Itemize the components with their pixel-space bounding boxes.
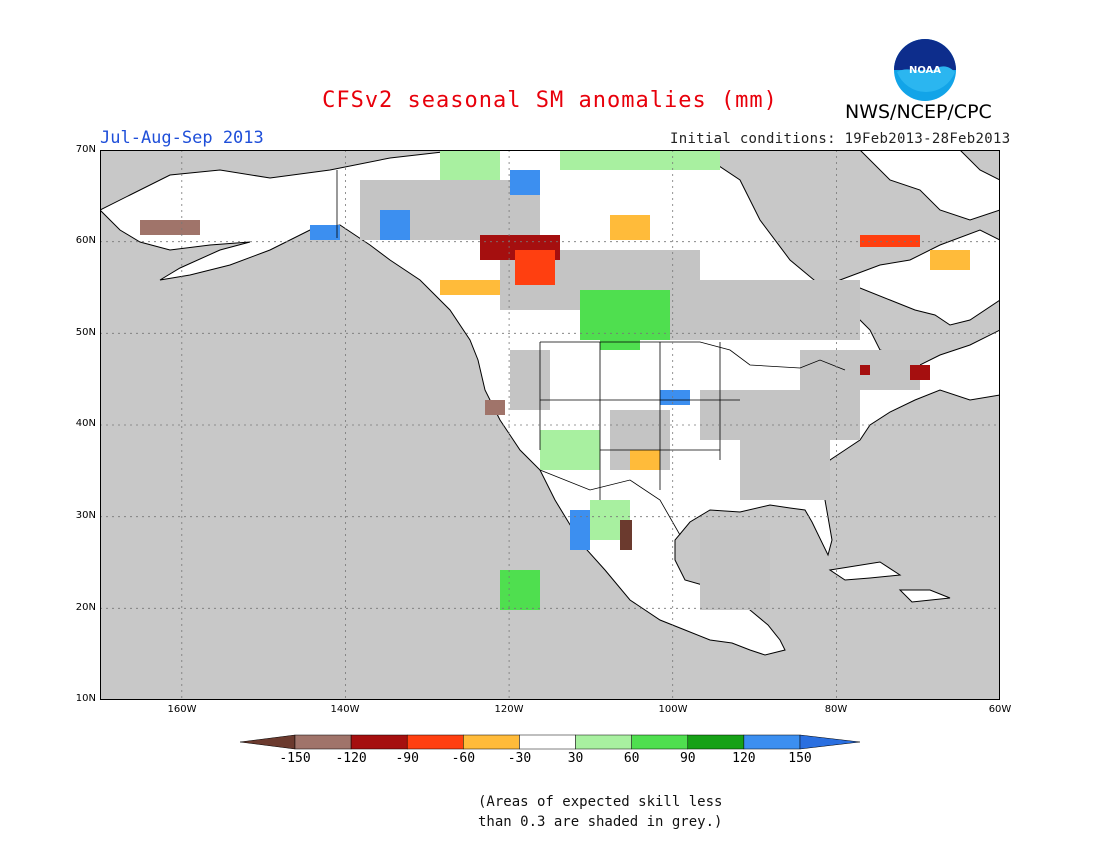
colorbar-tick-label: 150	[788, 751, 812, 766]
graticule	[100, 150, 1000, 700]
colorbar-segment	[463, 734, 520, 750]
lon-label: 160W	[167, 704, 197, 715]
colorbar-tick-label: 30	[567, 751, 584, 766]
lat-label: 10N	[75, 693, 96, 704]
initial-conditions: Initial conditions: 19Feb2013-28Feb2013	[670, 131, 1011, 147]
lon-label: 100W	[658, 704, 688, 715]
noaa-logo-icon: NOAA	[894, 39, 956, 101]
colorbar-segment	[406, 734, 464, 750]
colorbar-segment	[743, 734, 801, 750]
skill-note-line-2: than 0.3 are shaded in grey.)	[478, 814, 723, 830]
lat-label: 20N	[75, 602, 96, 613]
lat-label: 50N	[75, 327, 96, 338]
colorbar-segment	[687, 734, 745, 750]
colorbar-tick-label: -90	[395, 751, 419, 766]
colorbar-segment	[350, 734, 408, 750]
boundaries	[336, 170, 846, 536]
colorbar-tick-label: -150	[279, 751, 311, 766]
lat-label: 70N	[75, 144, 96, 155]
colorbar-segment	[294, 734, 352, 750]
colorbar-tick-label: 90	[679, 751, 696, 766]
colorbar-segment	[519, 734, 576, 750]
colorbar-segment	[575, 734, 632, 750]
lat-label: 40N	[75, 418, 96, 429]
lat-label: 30N	[75, 510, 96, 521]
colorbar-segment	[631, 734, 689, 750]
forecast-period: Jul-Aug-Sep 2013	[100, 128, 264, 148]
skill-note: (Areas of expected skill less than 0.3 a…	[478, 792, 722, 832]
colorbar-tick-label: 120	[732, 751, 756, 766]
soil-moisture-anomaly-map	[100, 150, 1000, 700]
lon-label: 120W	[494, 704, 524, 715]
colorbar-tick-label: -120	[335, 751, 367, 766]
skill-note-line-1: (Areas of expected skill less	[478, 794, 723, 810]
anomaly-cells	[140, 150, 970, 610]
lon-label: 140W	[330, 704, 360, 715]
colorbar-tick-label: 60	[623, 751, 640, 766]
lon-label: 60W	[988, 704, 1012, 715]
lon-label: 80W	[824, 704, 848, 715]
colorbar-tick-label: -30	[507, 751, 532, 766]
lat-label: 60N	[75, 235, 96, 246]
agency-label: NWS/NCEP/CPC	[845, 101, 992, 123]
colorbar-arrow-right	[799, 734, 860, 750]
colorbar-arrow-left	[240, 734, 296, 750]
svg-text:NOAA: NOAA	[909, 65, 941, 76]
colorbar	[240, 734, 860, 750]
map-title: CFSv2 seasonal SM anomalies (mm)	[322, 88, 778, 113]
colorbar-tick-label: -60	[451, 751, 476, 766]
